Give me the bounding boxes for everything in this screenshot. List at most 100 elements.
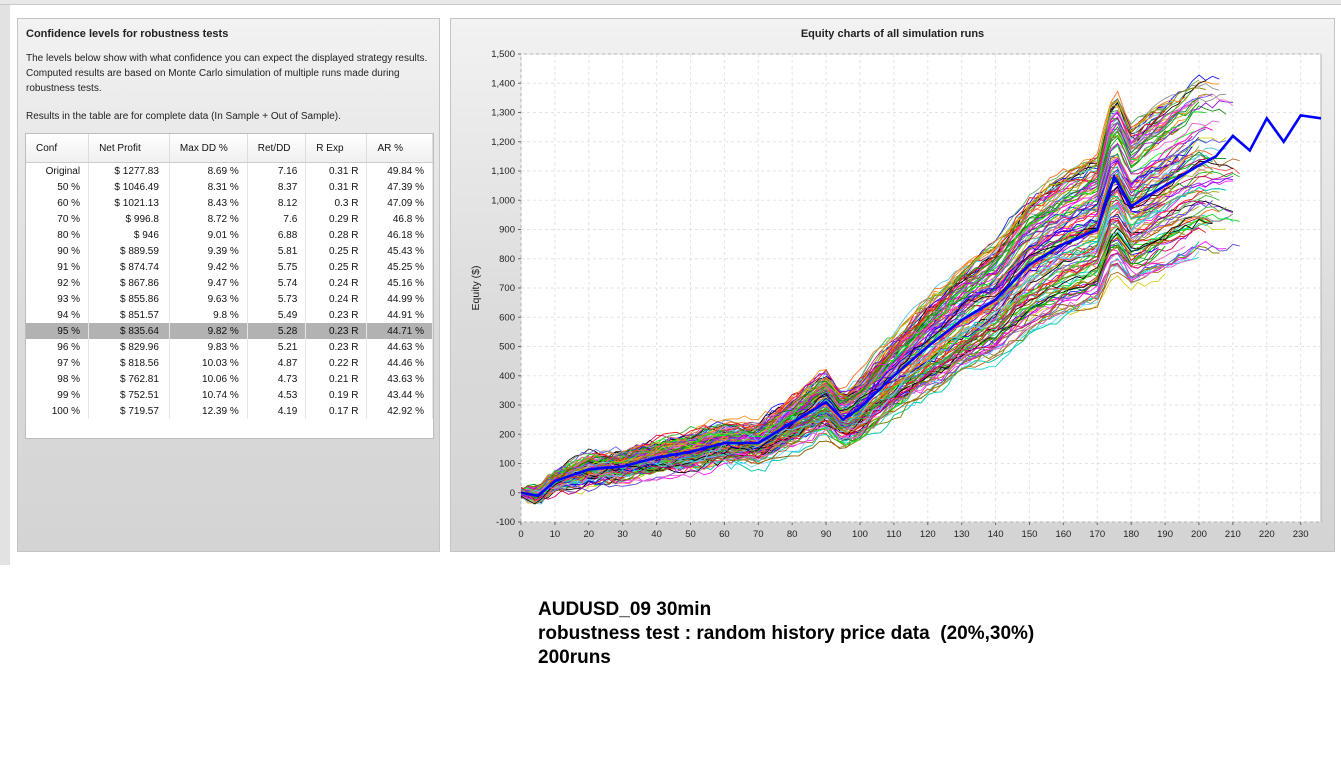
cell-r-exp: 0.24 R [305, 291, 368, 307]
table-row[interactable]: 70 % $ 996.8 8.72 % 7.6 0.29 R 46.8 % [26, 211, 433, 227]
cell-ar: 43.44 % [366, 387, 433, 403]
table-row[interactable]: 94 % $ 851.57 9.8 % 5.49 0.23 R 44.91 % [26, 307, 433, 323]
y-tick-label: 1,000 [491, 195, 515, 206]
cell-ar: 45.16 % [366, 275, 433, 291]
table-row[interactable]: 97 % $ 818.56 10.03 % 4.87 0.22 R 44.46 % [26, 355, 433, 371]
cell-max-dd: 9.01 % [169, 227, 248, 243]
simulation-run-line [521, 160, 1234, 505]
cell-ar: 49.84 % [366, 162, 433, 179]
y-tick-label: 700 [499, 283, 515, 294]
cell-ret-dd: 4.53 [247, 387, 307, 403]
simulation-run-line [521, 119, 1173, 496]
x-tick-label: 20 [584, 529, 595, 540]
simulation-run-line [521, 200, 1234, 501]
cell-r-exp: 0.31 R [305, 162, 368, 179]
cell-ar: 45.25 % [366, 259, 433, 275]
simulation-run-line [521, 259, 1193, 494]
table-row[interactable]: 91 % $ 874.74 9.42 % 5.75 0.25 R 45.25 % [26, 259, 433, 275]
cell-r-exp: 0.19 R [305, 387, 368, 403]
table-row[interactable]: 95 % $ 835.64 9.82 % 5.28 0.23 R 44.71 % [26, 323, 433, 339]
confidence-table-container[interactable]: Conf Net Profit Max DD % Ret/DD R Exp AR % Or… [25, 133, 434, 439]
table-row[interactable]: 96 % $ 829.96 9.83 % 5.21 0.23 R 44.63 % [26, 339, 433, 355]
cell-net-profit: $ 996.8 [88, 211, 170, 227]
table-row[interactable]: 98 % $ 762.81 10.06 % 4.73 0.21 R 43.63 % [26, 371, 433, 387]
x-tick-label: 230 [1293, 529, 1309, 540]
simulation-run-line [521, 128, 1206, 492]
table-header-row: Conf Net Profit Max DD % Ret/DD R Exp AR % [26, 134, 433, 163]
x-tick-label: 120 [920, 529, 936, 540]
y-tick-label: 1,100 [491, 166, 515, 177]
cell-net-profit: $ 851.57 [88, 307, 170, 323]
confidence-panel-title: Confidence levels for robustness tests [26, 28, 229, 40]
left-edge [0, 5, 10, 565]
y-axis-label: Equity ($) [470, 266, 482, 311]
cell-ar: 46.18 % [366, 227, 433, 243]
cell-conf: 70 % [26, 211, 90, 227]
cell-max-dd: 9.63 % [169, 291, 248, 307]
x-tick-label: 30 [617, 529, 628, 540]
cell-ar: 46.8 % [366, 211, 433, 227]
original-equity-line [521, 113, 1321, 498]
table-row[interactable]: 80 % $ 946 9.01 % 6.88 0.28 R 46.18 % [26, 227, 433, 243]
cell-ar: 45.43 % [366, 243, 433, 259]
cell-conf: 97 % [26, 355, 90, 371]
caption: AUDUSD_09 30min robustness test : random… [538, 598, 1034, 670]
caption-line-1: AUDUSD_09 30min [538, 599, 712, 620]
x-tick-label: 170 [1089, 529, 1105, 540]
column-header-r-exp[interactable]: R Exp [305, 134, 368, 163]
x-tick-label: 90 [821, 529, 832, 540]
cell-conf: 99 % [26, 387, 90, 403]
table-row[interactable]: 60 % $ 1021.13 8.43 % 8.12 0.3 R 47.09 % [26, 195, 433, 211]
cell-r-exp: 0.3 R [305, 195, 368, 211]
cell-net-profit: $ 874.74 [88, 259, 170, 275]
x-tick-label: 0 [518, 529, 523, 540]
cell-r-exp: 0.22 R [305, 355, 368, 371]
cell-conf: 100 % [26, 403, 90, 419]
y-tick-label: 300 [499, 400, 515, 411]
table-row[interactable]: 50 % $ 1046.49 8.31 % 8.37 0.31 R 47.39 % [26, 179, 433, 195]
column-header-ar[interactable]: AR % [366, 134, 433, 163]
cell-net-profit: $ 867.86 [88, 275, 170, 291]
column-header-net-profit[interactable]: Net Profit [88, 134, 170, 163]
y-tick-label: 1,200 [491, 137, 515, 148]
cell-conf: 60 % [26, 195, 90, 211]
column-header-max-dd[interactable]: Max DD % [169, 134, 248, 163]
cell-conf: 98 % [26, 371, 90, 387]
cell-conf: 92 % [26, 275, 90, 291]
cell-r-exp: 0.29 R [305, 211, 368, 227]
table-body: Original $ 1277.83 8.69 % 7.16 0.31 R 49.84 %… [26, 162, 433, 419]
cell-max-dd: 10.74 % [169, 387, 248, 403]
x-tick-label: 40 [651, 529, 662, 540]
simulation-run-line [521, 125, 1206, 498]
table-row[interactable]: 90 % $ 889.59 9.39 % 5.81 0.25 R 45.43 % [26, 243, 433, 259]
simulation-run-line [521, 100, 1233, 501]
cell-ret-dd: 6.88 [247, 227, 307, 243]
cell-max-dd: 9.83 % [169, 339, 248, 355]
cell-ar: 44.46 % [366, 355, 433, 371]
cell-ret-dd: 8.37 [247, 179, 307, 195]
y-tick-label: 800 [499, 254, 515, 265]
cell-ret-dd: 7.6 [247, 211, 307, 227]
table-row[interactable]: Original $ 1277.83 8.69 % 7.16 0.31 R 49.84 % [26, 162, 433, 179]
simulation-run-line [521, 157, 1179, 502]
column-header-conf[interactable]: Conf [26, 134, 90, 163]
table-row[interactable]: 100 % $ 719.57 12.39 % 4.19 0.17 R 42.92 % [26, 403, 433, 419]
cell-ret-dd: 8.12 [247, 195, 307, 211]
table-row[interactable]: 92 % $ 867.86 9.47 % 5.74 0.24 R 45.16 % [26, 275, 433, 291]
equity-chart: 0 10 20 30 40 50 60 70 80 90 100 110 120 130 140 150 160… [470, 49, 1322, 540]
cell-ar: 44.99 % [366, 291, 433, 307]
simulation-run-line [521, 231, 1186, 494]
cell-max-dd: 12.39 % [169, 403, 248, 419]
cell-r-exp: 0.21 R [305, 371, 368, 387]
table-row[interactable]: 93 % $ 855.86 9.63 % 5.73 0.24 R 44.99 % [26, 291, 433, 307]
column-header-ret-dd[interactable]: Ret/DD [247, 134, 307, 163]
confidence-description: The levels below show with what confiden… [26, 53, 428, 94]
y-tick-label: 1,500 [491, 49, 515, 60]
cell-conf: 50 % [26, 179, 90, 195]
results-note: Results in the table are for complete da… [26, 111, 341, 122]
x-tick-label: 100 [852, 529, 868, 540]
y-tick-label: 900 [499, 225, 515, 236]
table-row[interactable]: 99 % $ 752.51 10.74 % 4.53 0.19 R 43.44 % [26, 387, 433, 403]
x-tick-label: 210 [1225, 529, 1241, 540]
cell-ar: 44.71 % [366, 323, 433, 339]
